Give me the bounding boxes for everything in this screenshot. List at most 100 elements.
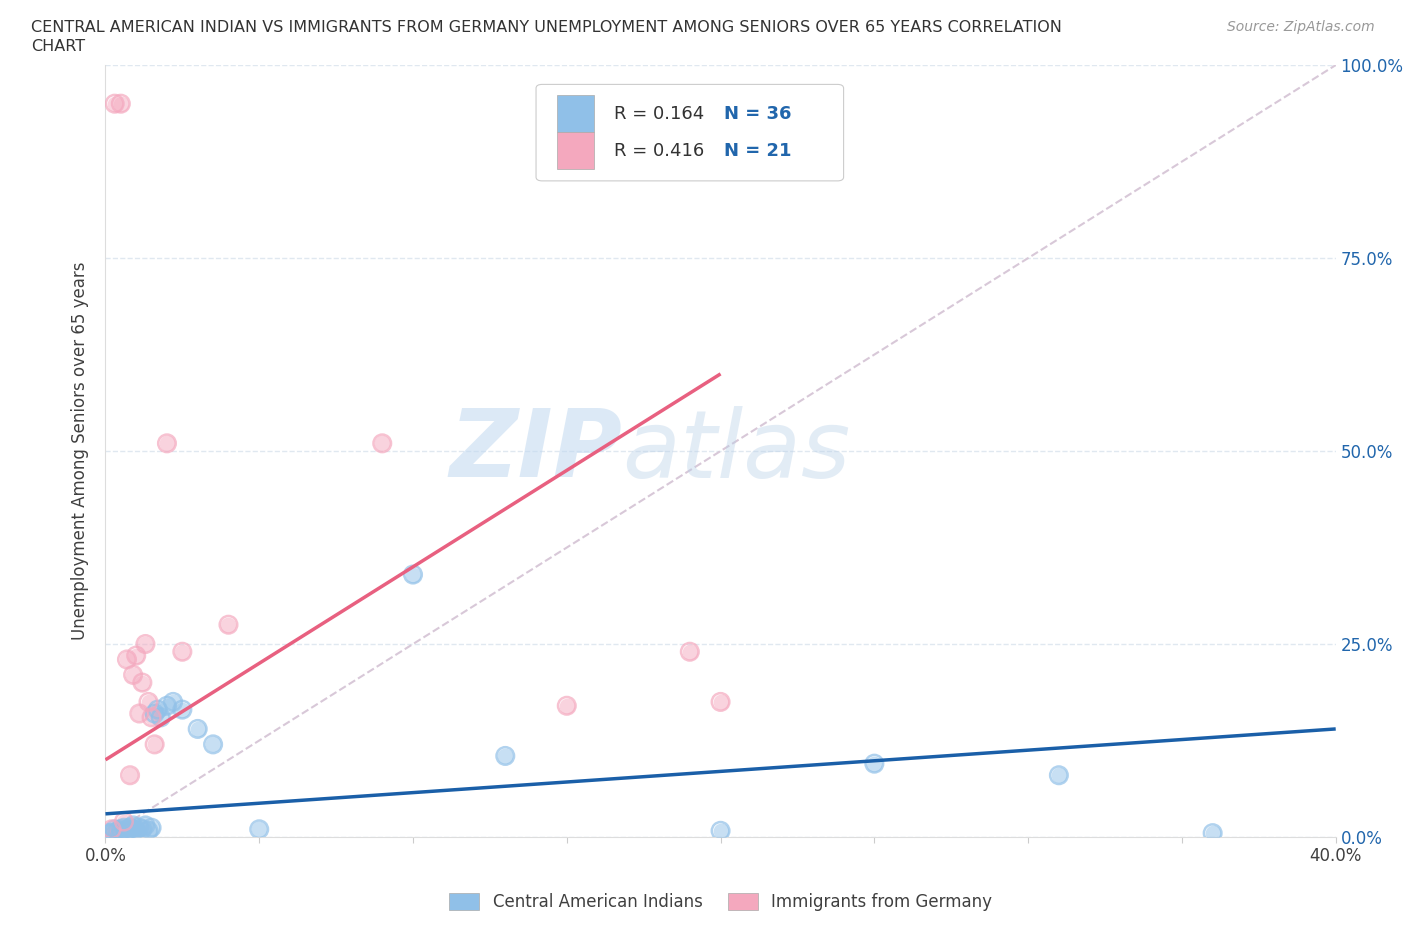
Point xyxy=(120,823,141,838)
Point xyxy=(138,823,160,838)
Point xyxy=(134,637,156,652)
Point xyxy=(156,698,179,713)
Point xyxy=(107,823,129,838)
Point xyxy=(247,822,270,837)
Point xyxy=(120,820,141,835)
Point xyxy=(187,722,209,737)
Text: CHART: CHART xyxy=(31,39,84,54)
Point xyxy=(202,737,225,751)
Point xyxy=(1047,768,1070,783)
Point xyxy=(110,822,132,837)
Point xyxy=(131,675,153,690)
Point xyxy=(162,695,184,710)
Point xyxy=(218,618,240,632)
Point xyxy=(115,826,138,841)
Point xyxy=(143,706,166,721)
Point xyxy=(97,826,120,841)
Point xyxy=(110,97,132,112)
Point xyxy=(156,436,179,451)
Point xyxy=(128,706,150,721)
FancyBboxPatch shape xyxy=(536,85,844,181)
Point xyxy=(1047,768,1070,783)
Point xyxy=(371,436,394,451)
Point xyxy=(104,97,127,112)
Point xyxy=(115,652,138,667)
Point xyxy=(110,97,132,112)
Point xyxy=(141,820,163,835)
Point xyxy=(120,768,141,783)
Point xyxy=(371,436,394,451)
Point xyxy=(172,644,194,659)
Point xyxy=(131,822,153,837)
Point xyxy=(146,702,169,717)
Point xyxy=(112,820,135,835)
Point xyxy=(112,820,135,835)
Bar xyxy=(557,132,593,169)
Text: ZIP: ZIP xyxy=(450,405,621,497)
Point xyxy=(141,820,163,835)
Point xyxy=(247,822,270,837)
Point xyxy=(156,436,179,451)
Text: N = 36: N = 36 xyxy=(724,105,792,123)
Text: Source: ZipAtlas.com: Source: ZipAtlas.com xyxy=(1227,20,1375,34)
Point xyxy=(120,820,141,835)
Point xyxy=(110,822,132,837)
Point xyxy=(122,818,145,833)
Point xyxy=(125,648,148,663)
Point xyxy=(128,820,150,835)
Point xyxy=(555,698,578,713)
Point xyxy=(97,826,120,841)
Point xyxy=(146,702,169,717)
Point xyxy=(115,822,138,837)
Point xyxy=(162,695,184,710)
Point xyxy=(143,706,166,721)
Bar xyxy=(557,95,593,132)
Point xyxy=(120,823,141,838)
Point xyxy=(104,822,127,837)
Point xyxy=(110,826,132,841)
Point xyxy=(494,749,516,764)
Point xyxy=(115,652,138,667)
Y-axis label: Unemployment Among Seniors over 65 years: Unemployment Among Seniors over 65 years xyxy=(72,262,90,640)
Point xyxy=(710,823,733,838)
Point xyxy=(710,823,733,838)
Point xyxy=(128,820,150,835)
Point xyxy=(149,710,172,724)
Point xyxy=(104,826,127,841)
Point xyxy=(156,698,179,713)
Point xyxy=(172,644,194,659)
Point xyxy=(138,695,160,710)
Point xyxy=(149,710,172,724)
Point xyxy=(125,648,148,663)
Point xyxy=(134,637,156,652)
Point xyxy=(100,826,122,841)
Point xyxy=(104,826,127,841)
Point xyxy=(131,822,153,837)
Point xyxy=(494,749,516,764)
Point xyxy=(100,822,122,837)
Text: N = 21: N = 21 xyxy=(724,141,792,160)
Point xyxy=(122,668,145,683)
Point xyxy=(187,722,209,737)
Point xyxy=(112,814,135,829)
Point xyxy=(141,710,163,724)
Point xyxy=(110,826,132,841)
Text: atlas: atlas xyxy=(621,405,851,497)
Point xyxy=(202,737,225,751)
Point xyxy=(138,695,160,710)
Point xyxy=(122,818,145,833)
Point xyxy=(555,698,578,713)
Point xyxy=(128,706,150,721)
Point xyxy=(115,822,138,837)
Point xyxy=(172,702,194,717)
Point xyxy=(125,823,148,838)
Point xyxy=(112,823,135,838)
Point xyxy=(218,618,240,632)
Point xyxy=(1201,826,1223,841)
Point xyxy=(679,644,702,659)
Point xyxy=(122,668,145,683)
Point xyxy=(172,702,194,717)
Point xyxy=(125,823,148,838)
Point xyxy=(122,822,145,837)
Point xyxy=(104,97,127,112)
